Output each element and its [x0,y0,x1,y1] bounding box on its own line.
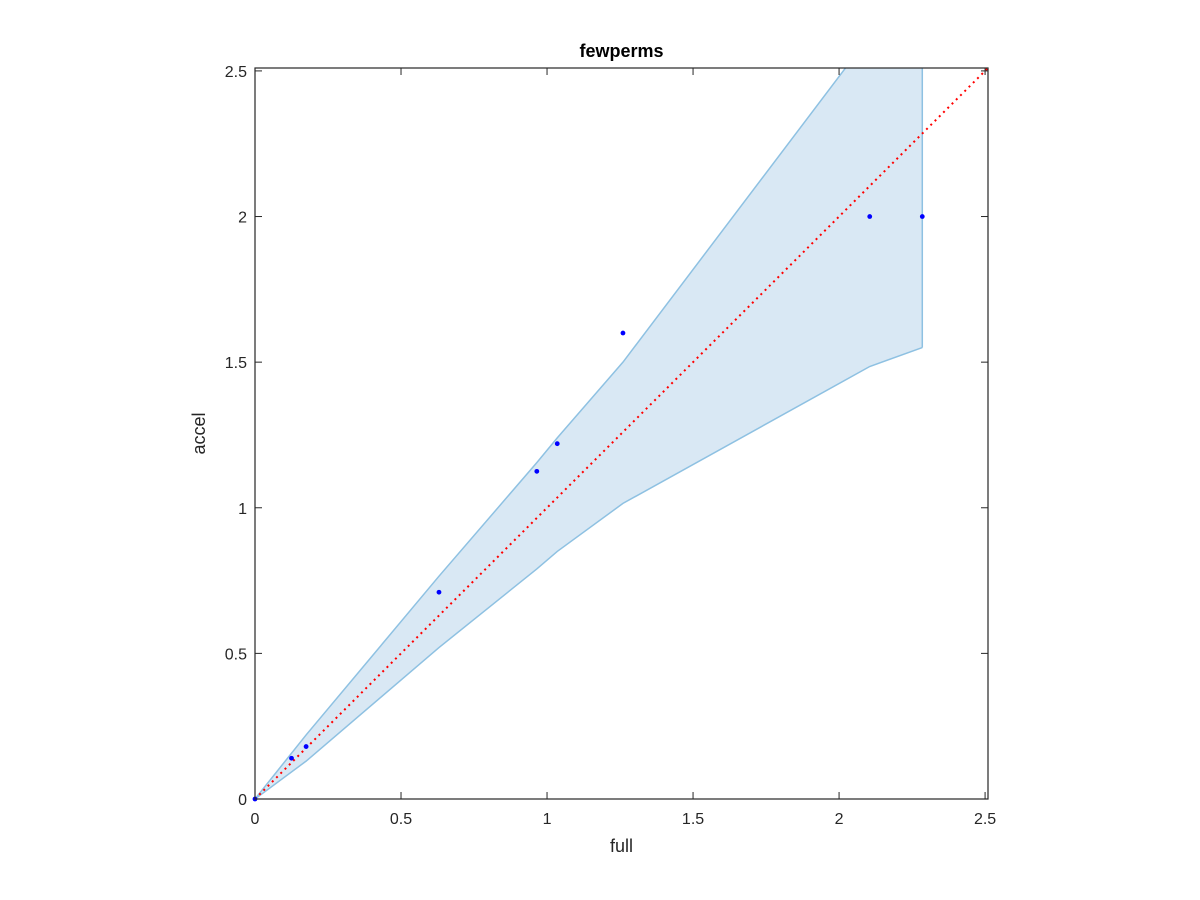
y-tick-label: 1 [238,501,247,518]
x-axis-label: full [610,836,633,856]
axes-box [254,67,989,800]
y-tick-label: 0.5 [225,646,247,663]
y-tick-label: 2.5 [225,64,247,81]
chart-title: fewperms [579,41,663,61]
x-tick-label: 2.5 [974,811,996,828]
y-axis-label: accel [189,412,209,454]
y-tick-label: 0 [238,792,247,809]
data-point [436,589,442,595]
data-point [554,441,560,447]
band-fill [255,68,923,799]
confidence-band [255,68,924,799]
x-tick-label: 1 [543,811,552,828]
data-point [919,214,925,219]
axis-ticks: 0 0.5 1 1.5 2 2.5 0 0.5 1 1.5 2 2.5 [225,64,997,828]
data-point [620,330,626,336]
data-point [289,755,294,761]
data-point [867,214,873,219]
x-tick-label: 2 [835,811,844,828]
data-point [534,468,540,474]
x-tick-label: 0 [251,811,260,828]
y-tick-label: 1.5 [225,355,247,372]
x-tick-label: 0.5 [390,811,412,828]
reference-line [255,68,988,799]
reference-line-group [255,68,988,799]
data-point [303,744,309,749]
data-points [252,214,925,802]
y-tick-label: 2 [238,210,247,227]
band-upper-edge [255,68,847,799]
x-tick-label: 1.5 [682,811,704,828]
band-lower-edge [255,346,923,799]
